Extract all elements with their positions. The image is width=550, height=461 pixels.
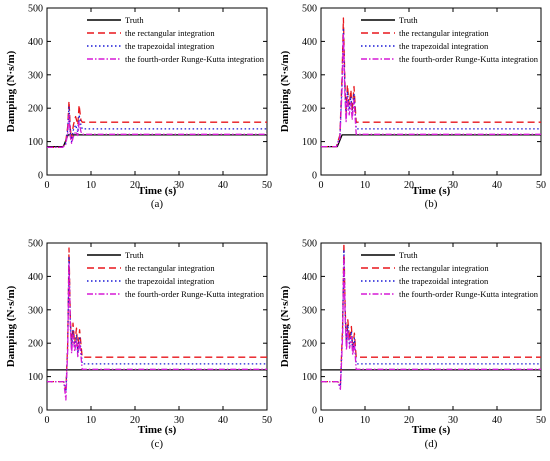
legend: Truth the rectangular integration the trap… xyxy=(361,15,539,64)
x-tick-label: 30 xyxy=(448,180,458,191)
x-tick-label: 10 xyxy=(86,415,96,426)
plot-frame xyxy=(320,242,542,411)
y-axis-title: Damping (N·s/m) xyxy=(279,285,291,367)
legend-label: Truth xyxy=(399,15,418,25)
panel-label: (d) xyxy=(425,438,438,450)
y-tick-label: 400 xyxy=(302,37,317,48)
y-tick-label: 400 xyxy=(302,272,317,283)
y-tick-label: 200 xyxy=(302,339,317,350)
series-line-0 xyxy=(321,134,541,148)
panel-label: (b) xyxy=(425,198,438,210)
plot-frame xyxy=(46,242,268,411)
y-tick-label: 0 xyxy=(312,406,317,417)
y-tick-label: 400 xyxy=(28,37,43,48)
y-tick-label: 500 xyxy=(302,4,317,15)
legend-label: the rectangular integration xyxy=(399,263,489,273)
legend-label: the rectangular integration xyxy=(125,28,215,38)
y-tick-label: 300 xyxy=(302,305,317,316)
x-tick-label: 20 xyxy=(130,415,140,426)
legend-label: the trapezoidal integration xyxy=(399,276,489,286)
x-tick-label: 40 xyxy=(218,415,228,426)
series-line-3 xyxy=(321,34,541,148)
legend-label: the fourth-order Runge-Kutta integration xyxy=(125,289,265,299)
plot-frame xyxy=(46,7,268,176)
y-axis-title: Damping (N·s/m) xyxy=(5,50,17,132)
y-tick-label: 200 xyxy=(28,339,43,350)
x-tick-label: 50 xyxy=(536,180,546,191)
x-tick-label: 30 xyxy=(448,415,458,426)
x-axis-title: Time (s) xyxy=(138,424,177,436)
y-tick-label: 0 xyxy=(38,171,43,182)
x-tick-label: 10 xyxy=(86,180,96,191)
x-tick-label: 20 xyxy=(404,180,414,191)
legend: Truth the rectangular integration the trap… xyxy=(87,15,265,64)
y-tick-label: 400 xyxy=(28,272,43,283)
x-tick-label: 0 xyxy=(45,415,50,426)
legend-label: the fourth-order Runge-Kutta integration xyxy=(399,289,539,299)
legend-label: the trapezoidal integration xyxy=(399,41,489,51)
x-tick-label: 10 xyxy=(360,415,370,426)
y-tick-label: 500 xyxy=(28,4,43,15)
y-tick-label: 100 xyxy=(302,372,317,383)
series-line-3 xyxy=(321,255,541,390)
x-tick-label: 30 xyxy=(174,415,184,426)
x-tick-label: 50 xyxy=(262,415,272,426)
y-tick-label: 300 xyxy=(28,70,43,81)
y-tick-label: 100 xyxy=(28,137,43,148)
y-tick-label: 300 xyxy=(302,70,317,81)
series-line-1 xyxy=(321,242,541,386)
x-axis-title: Time (s) xyxy=(412,424,451,436)
legend-label: the fourth-order Runge-Kutta integration xyxy=(399,54,539,64)
x-tick-label: 40 xyxy=(492,415,502,426)
y-tick-label: 0 xyxy=(38,406,43,417)
series-line-0 xyxy=(47,134,267,148)
x-tick-label: 30 xyxy=(174,180,184,191)
y-tick-label: 200 xyxy=(28,104,43,115)
legend: Truth the rectangular integration the trap… xyxy=(87,250,265,299)
x-tick-label: 0 xyxy=(319,180,324,191)
y-tick-label: 500 xyxy=(302,239,317,250)
x-axis-title: Time (s) xyxy=(412,185,451,197)
y-tick-label: 100 xyxy=(302,137,317,148)
panel-label: (a) xyxy=(151,198,164,210)
legend-label: the rectangular integration xyxy=(125,263,215,273)
legend-label: the fourth-order Runge-Kutta integration xyxy=(125,54,265,64)
x-tick-label: 40 xyxy=(492,180,502,191)
y-tick-label: 200 xyxy=(302,104,317,115)
y-tick-label: 500 xyxy=(28,239,43,250)
x-tick-label: 0 xyxy=(319,415,324,426)
series-line-3 xyxy=(47,114,267,148)
panel-label: (c) xyxy=(151,438,164,450)
y-tick-label: 0 xyxy=(312,171,317,182)
series-line-2 xyxy=(47,255,267,393)
y-axis-title: Damping (N·s/m) xyxy=(5,285,17,367)
plot-frame xyxy=(320,7,542,176)
y-tick-label: 100 xyxy=(28,372,43,383)
y-tick-label: 300 xyxy=(28,305,43,316)
x-axis-title: Time (s) xyxy=(138,185,177,197)
x-tick-label: 20 xyxy=(404,415,414,426)
legend: Truth the rectangular integration the trap… xyxy=(361,250,539,299)
legend-label: Truth xyxy=(125,250,144,260)
legend-label: Truth xyxy=(125,15,144,25)
legend-label: the trapezoidal integration xyxy=(125,41,215,51)
series-line-3 xyxy=(47,262,267,401)
y-axis-title: Damping (N·s/m) xyxy=(279,50,291,132)
x-tick-label: 40 xyxy=(218,180,228,191)
x-tick-label: 50 xyxy=(262,180,272,191)
x-tick-label: 0 xyxy=(45,180,50,191)
legend-label: Truth xyxy=(399,250,418,260)
legend-label: the trapezoidal integration xyxy=(125,276,215,286)
legend-label: the rectangular integration xyxy=(399,28,489,38)
x-tick-label: 50 xyxy=(536,415,546,426)
x-tick-label: 20 xyxy=(130,180,140,191)
x-tick-label: 10 xyxy=(360,180,370,191)
